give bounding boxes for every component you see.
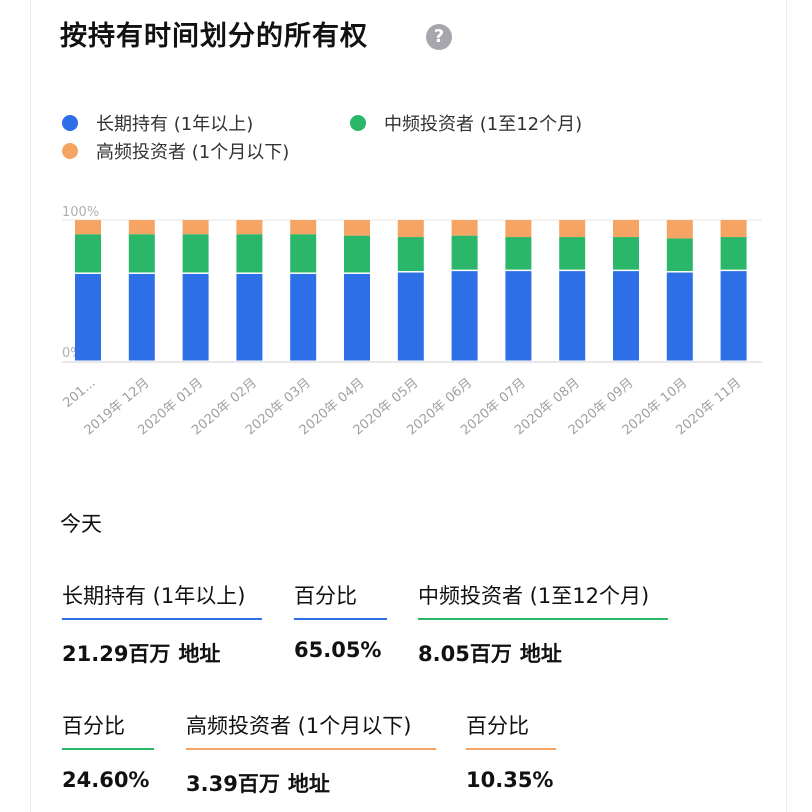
- stat-long-pct: 百分比 65.05%: [294, 580, 387, 662]
- bar-7-series-0: [451, 271, 478, 361]
- stat-long-pct-head: 百分比: [294, 580, 387, 620]
- bar-5-series-2: [344, 220, 370, 236]
- bar-2-series-1: [182, 234, 209, 273]
- bar-4-series-2: [290, 220, 317, 235]
- stat-mid-unit: 地址: [519, 642, 562, 666]
- legend-dot-mid: [350, 115, 366, 131]
- bar-2-series-0: [182, 273, 209, 361]
- stat-long-head: 长期持有 (1年以上): [62, 580, 262, 620]
- legend-item-short[interactable]: 高频投资者 (1个月以下): [62, 138, 289, 164]
- stat-short-head: 高频投资者 (1个月以下): [186, 710, 436, 750]
- legend-item-mid[interactable]: 中频投资者 (1至12个月): [350, 110, 582, 136]
- stat-long: 长期持有 (1年以上) 21.29百万 地址: [62, 580, 262, 668]
- x-tick-label-0: 201...: [60, 376, 98, 411]
- bar-0-series-2: [75, 220, 101, 235]
- bar-6-series-0: [397, 272, 424, 361]
- stat-mid-pct: 百分比 24.60%: [62, 710, 154, 792]
- bar-3-series-2: [236, 220, 263, 235]
- stat-short-pct: 百分比 10.35%: [466, 710, 556, 792]
- card-right-border: [786, 0, 787, 812]
- bar-6-series-2: [397, 220, 424, 238]
- stat-short: 高频投资者 (1个月以下) 3.39百万 地址: [186, 710, 436, 798]
- bar-11-series-0: [666, 272, 693, 361]
- stat-short-amount: 3.39百万: [186, 772, 280, 796]
- bar-1-series-2: [128, 220, 155, 235]
- bar-11-series-1: [666, 238, 693, 272]
- bar-4-series-1: [290, 234, 317, 273]
- stat-long-unit: 地址: [178, 642, 221, 666]
- bar-12-series-0: [720, 271, 747, 361]
- card-left-border: [30, 0, 31, 812]
- bar-9-series-2: [559, 220, 586, 238]
- bar-0-series-0: [75, 273, 101, 361]
- bar-8-series-1: [505, 237, 532, 270]
- bar-9-series-0: [559, 271, 586, 361]
- stat-mid-pct-head: 百分比: [62, 710, 154, 750]
- bar-10-series-1: [613, 237, 639, 270]
- bar-12-series-2: [720, 220, 747, 238]
- stat-short-value: 3.39百万 地址: [186, 768, 436, 798]
- legend-label-short: 高频投资者 (1个月以下): [96, 142, 290, 163]
- y-tick-label-100: 100%: [62, 205, 99, 220]
- today-label: 今天: [60, 512, 102, 536]
- stat-mid-pct-value: 24.60%: [62, 768, 150, 792]
- bar-1-series-1: [128, 234, 155, 273]
- bar-10-series-0: [613, 271, 639, 361]
- bar-3-series-1: [236, 234, 263, 273]
- stat-long-amount: 21.29百万: [62, 642, 171, 666]
- bar-6-series-1: [397, 237, 424, 272]
- bar-9-series-1: [559, 237, 586, 270]
- bar-2-series-2: [182, 220, 209, 235]
- bar-7-series-1: [451, 235, 478, 270]
- legend-label-long: 长期持有 (1年以上): [96, 114, 254, 135]
- bar-5-series-0: [344, 273, 370, 361]
- bar-7-series-2: [451, 220, 478, 236]
- stat-long-value: 21.29百万 地址: [62, 638, 262, 668]
- stat-short-pct-value: 10.35%: [466, 768, 554, 792]
- bar-12-series-1: [720, 237, 747, 270]
- legend-dot-long: [62, 115, 78, 131]
- bar-1-series-0: [128, 273, 155, 361]
- bar-3-series-0: [236, 273, 263, 361]
- chart-title: 按持有时间划分的所有权: [60, 21, 368, 52]
- stat-short-pct-head: 百分比: [466, 710, 556, 750]
- stat-long-pct-value: 65.05%: [294, 638, 382, 662]
- stat-mid-amount: 8.05百万: [418, 642, 512, 666]
- help-icon[interactable]: ?: [426, 24, 452, 50]
- bar-11-series-2: [666, 220, 693, 239]
- bar-8-series-0: [505, 271, 532, 361]
- stat-mid-head: 中频投资者 (1至12个月): [418, 580, 668, 620]
- stat-mid: 中频投资者 (1至12个月) 8.05百万 地址: [418, 580, 668, 668]
- stat-short-unit: 地址: [287, 772, 330, 796]
- legend-item-long[interactable]: 长期持有 (1年以上): [62, 110, 253, 136]
- bar-0-series-1: [75, 234, 101, 273]
- bar-8-series-2: [505, 220, 532, 238]
- stat-mid-value: 8.05百万 地址: [418, 638, 668, 668]
- legend-dot-short: [62, 143, 78, 159]
- bar-5-series-1: [344, 235, 370, 273]
- legend-label-mid: 中频投资者 (1至12个月): [384, 114, 583, 135]
- bar-4-series-0: [290, 273, 317, 361]
- bar-10-series-2: [613, 220, 639, 238]
